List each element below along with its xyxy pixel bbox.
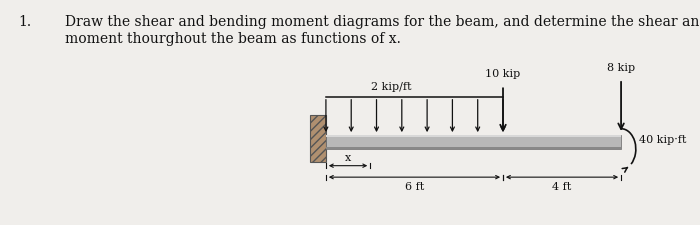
Bar xyxy=(326,135,621,149)
Text: 4 ft: 4 ft xyxy=(552,182,572,192)
Bar xyxy=(326,135,621,137)
Text: 1.: 1. xyxy=(18,15,31,29)
Bar xyxy=(309,115,326,162)
Text: moment thourghout the beam as functions of x.: moment thourghout the beam as functions … xyxy=(65,32,401,46)
Text: 10 kip: 10 kip xyxy=(485,70,521,79)
Text: 8 kip: 8 kip xyxy=(607,63,635,73)
Text: x: x xyxy=(345,153,351,163)
Text: 2 kip/ft: 2 kip/ft xyxy=(370,82,411,92)
Text: Draw the shear and bending moment diagrams for the beam, and determine the shear: Draw the shear and bending moment diagra… xyxy=(65,15,700,29)
Text: 6 ft: 6 ft xyxy=(405,182,424,192)
Text: 40 kip·ft: 40 kip·ft xyxy=(639,135,687,145)
Bar xyxy=(326,147,621,149)
